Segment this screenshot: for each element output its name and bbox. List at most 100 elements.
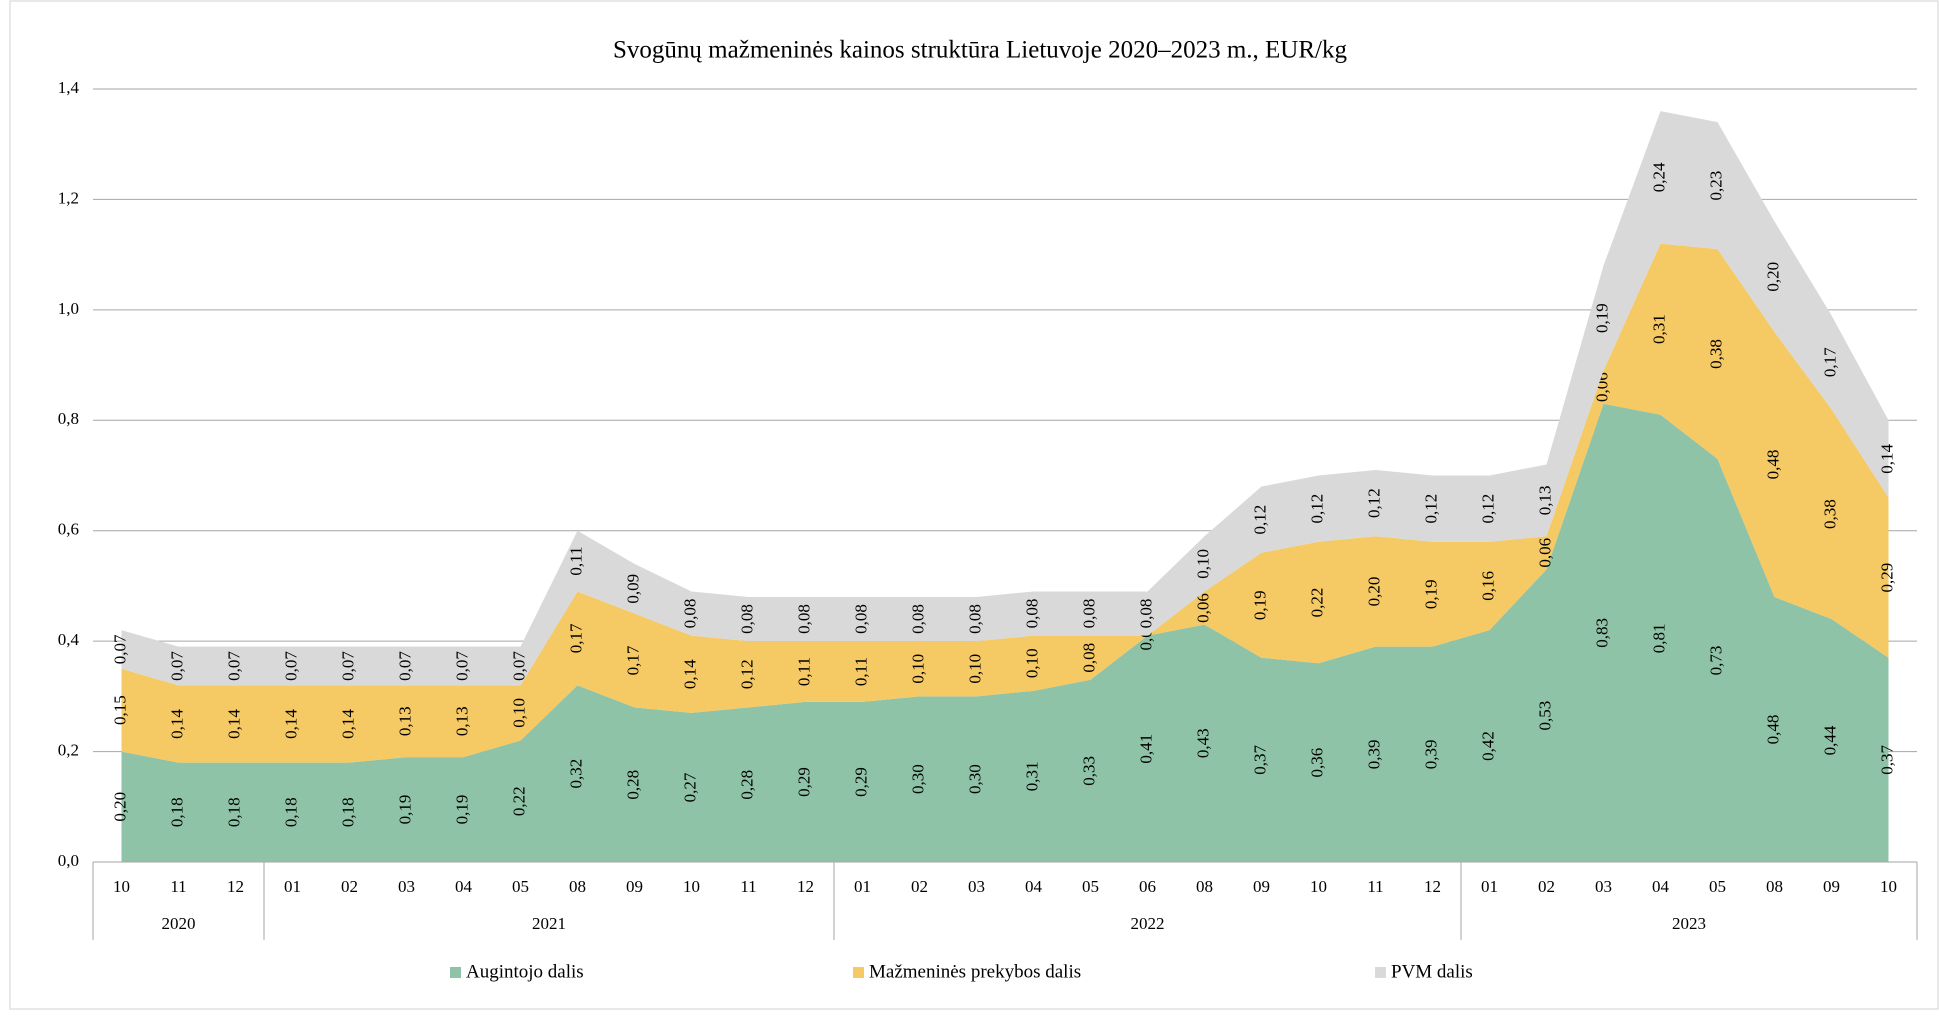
data-label: 0,16 bbox=[1478, 571, 1497, 601]
data-label: 0,37 bbox=[1250, 744, 1269, 774]
data-label: 0,22 bbox=[1307, 588, 1326, 618]
x-tick-label: 08 bbox=[1766, 877, 1783, 896]
data-label: 0,08 bbox=[1136, 599, 1155, 629]
data-label: 0,30 bbox=[965, 764, 984, 794]
data-label: 0,20 bbox=[110, 792, 129, 822]
y-tick-label: 1,4 bbox=[58, 78, 80, 97]
data-label: 0,12 bbox=[1421, 494, 1440, 524]
data-label: 0,18 bbox=[167, 797, 186, 827]
x-group-label: 2023 bbox=[1672, 914, 1706, 933]
data-label: 0,08 bbox=[1079, 643, 1098, 673]
data-label: 0,83 bbox=[1592, 618, 1611, 648]
data-label: 0,07 bbox=[452, 651, 471, 681]
x-tick-label: 12 bbox=[797, 877, 814, 896]
x-tick-label: 11 bbox=[1367, 877, 1383, 896]
data-label: 0,10 bbox=[908, 654, 927, 684]
data-label: 0,14 bbox=[338, 709, 357, 739]
data-label: 0,73 bbox=[1706, 646, 1725, 676]
data-label: 0,42 bbox=[1478, 731, 1497, 761]
data-label: 0,43 bbox=[1193, 728, 1212, 758]
data-label: 0,08 bbox=[794, 604, 813, 634]
data-label: 0,28 bbox=[737, 770, 756, 800]
y-tick-label: 0,0 bbox=[58, 851, 79, 870]
x-group-label: 2020 bbox=[162, 914, 196, 933]
data-label: 0,19 bbox=[452, 795, 471, 825]
data-label: 0,27 bbox=[680, 772, 699, 802]
data-label: 0,19 bbox=[1421, 579, 1440, 609]
x-tick-label: 04 bbox=[1652, 877, 1670, 896]
data-label: 0,18 bbox=[338, 797, 357, 827]
data-label: 0,12 bbox=[737, 659, 756, 689]
data-label: 0,32 bbox=[566, 759, 585, 789]
x-tick-label: 04 bbox=[1025, 877, 1043, 896]
data-label: 0,18 bbox=[224, 797, 243, 827]
x-tick-label: 09 bbox=[1253, 877, 1270, 896]
data-label: 0,14 bbox=[1877, 444, 1896, 474]
data-label: 0,19 bbox=[395, 795, 414, 825]
data-label: 0,14 bbox=[281, 709, 300, 739]
data-label: 0,08 bbox=[680, 599, 699, 629]
data-label: 0,10 bbox=[509, 698, 528, 728]
data-label: 0,19 bbox=[1592, 303, 1611, 333]
data-label: 0,07 bbox=[509, 651, 528, 681]
x-tick-label: 02 bbox=[1538, 877, 1555, 896]
data-label: 0,17 bbox=[566, 623, 585, 653]
data-label: 0,07 bbox=[167, 651, 186, 681]
data-label: 0,17 bbox=[1820, 347, 1839, 377]
y-tick-label: 0,4 bbox=[58, 630, 80, 649]
y-tick-label: 1,0 bbox=[58, 299, 79, 318]
data-label: 0,07 bbox=[395, 651, 414, 681]
data-label: 0,41 bbox=[1136, 734, 1155, 764]
data-label: 0,14 bbox=[680, 659, 699, 689]
frame bbox=[9, 0, 1939, 1010]
data-label: 0,20 bbox=[1763, 262, 1782, 292]
x-tick-label: 11 bbox=[740, 877, 756, 896]
data-label: 0,31 bbox=[1649, 314, 1668, 344]
data-label: 0,38 bbox=[1820, 499, 1839, 529]
data-label: 0,13 bbox=[452, 706, 471, 736]
x-tick-label: 09 bbox=[1823, 877, 1840, 896]
data-label: 0,38 bbox=[1706, 339, 1725, 369]
data-label: 0,29 bbox=[851, 767, 870, 797]
data-label: 0,08 bbox=[851, 604, 870, 634]
data-label: 0,29 bbox=[1877, 563, 1896, 593]
data-label: 0,08 bbox=[737, 604, 756, 634]
data-label: 0,81 bbox=[1649, 624, 1668, 654]
data-label: 0,22 bbox=[509, 786, 528, 816]
data-label: 0,06 bbox=[1535, 538, 1554, 568]
data-label: 0,08 bbox=[965, 604, 984, 634]
y-tick-label: 0,6 bbox=[58, 520, 79, 539]
data-label: 0,10 bbox=[1193, 549, 1212, 579]
x-tick-label: 03 bbox=[968, 877, 985, 896]
data-label: 0,08 bbox=[908, 604, 927, 634]
x-group-label: 2021 bbox=[532, 914, 566, 933]
legend-label: Mažmeninės prekybos dalis bbox=[869, 961, 1081, 982]
data-label: 0,48 bbox=[1763, 450, 1782, 480]
x-tick-label: 01 bbox=[1481, 877, 1498, 896]
x-tick-label: 02 bbox=[341, 877, 358, 896]
data-label: 0,07 bbox=[110, 634, 129, 664]
data-label: 0,48 bbox=[1763, 715, 1782, 745]
legend-swatch bbox=[1375, 967, 1386, 978]
area bbox=[121, 243, 1889, 763]
data-label: 0,53 bbox=[1535, 701, 1554, 731]
x-tick-label: 12 bbox=[227, 877, 244, 896]
data-label: 0,19 bbox=[1250, 590, 1269, 620]
data-label: 0,06 bbox=[1193, 593, 1212, 623]
x-tick-label: 04 bbox=[455, 877, 473, 896]
data-label: 0,12 bbox=[1307, 494, 1326, 524]
x-tick-label: 06 bbox=[1139, 877, 1156, 896]
data-label: 0,11 bbox=[794, 657, 813, 686]
data-label: 0,14 bbox=[224, 709, 243, 739]
x-tick-label: 08 bbox=[569, 877, 586, 896]
area bbox=[121, 403, 1889, 862]
data-label: 0,24 bbox=[1649, 162, 1668, 192]
x-tick-label: 05 bbox=[1709, 877, 1726, 896]
data-label: 0,17 bbox=[623, 645, 642, 675]
data-label: 0,08 bbox=[1022, 599, 1041, 629]
legend-label: PVM dalis bbox=[1391, 961, 1473, 982]
data-label: 0,36 bbox=[1307, 748, 1326, 778]
data-label: 0,07 bbox=[224, 651, 243, 681]
x-tick-label: 11 bbox=[170, 877, 186, 896]
